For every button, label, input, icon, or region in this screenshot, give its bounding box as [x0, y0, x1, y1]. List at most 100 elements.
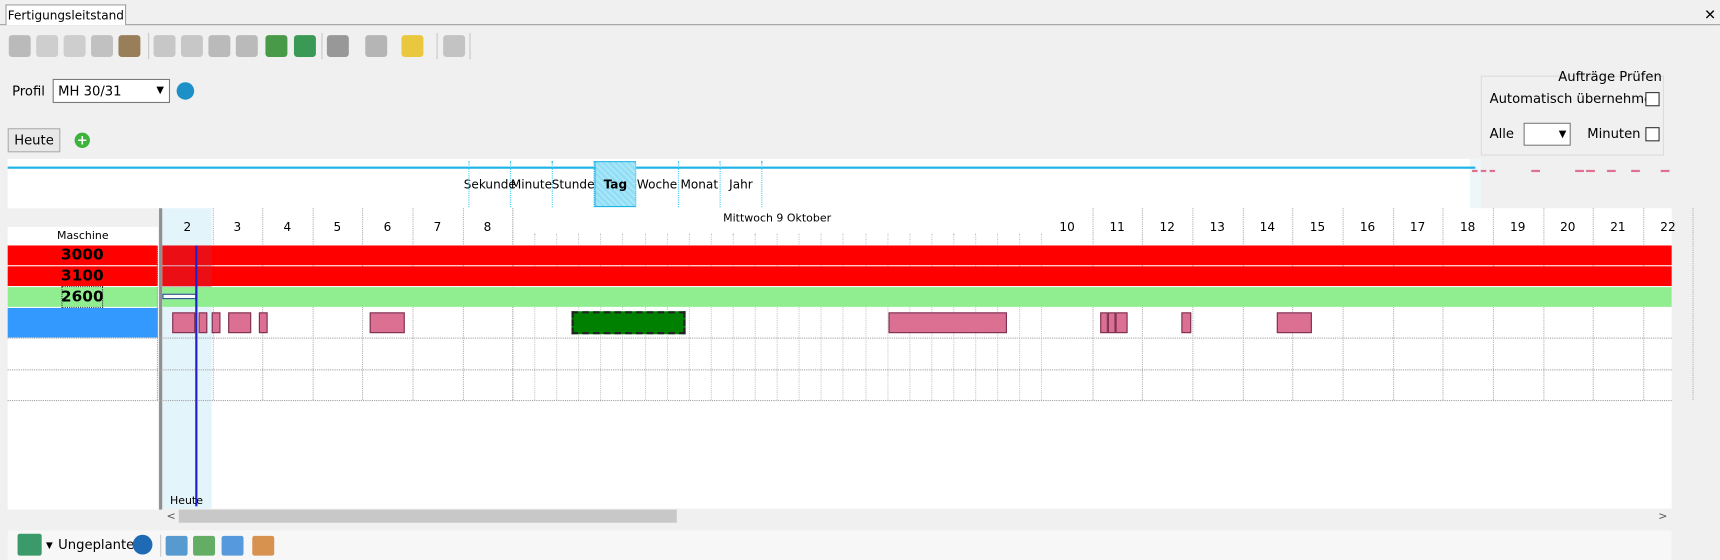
add-icon[interactable]: +	[74, 132, 90, 148]
zoom-mark	[1531, 169, 1541, 173]
hour-line	[776, 233, 778, 401]
refresh-icon[interactable]	[176, 82, 195, 100]
machine-name: 3100	[60, 267, 104, 285]
day-label: 14	[1259, 219, 1276, 234]
today-overlay	[162, 245, 212, 288]
day-label: 3	[233, 219, 242, 234]
day-label: 16	[1359, 219, 1376, 234]
order-block[interactable]	[1107, 312, 1116, 334]
scroll-left[interactable]: <	[166, 510, 176, 523]
order-block[interactable]	[211, 312, 221, 334]
toolbar-icon[interactable]	[180, 35, 203, 57]
order-block[interactable]	[1181, 312, 1192, 334]
toolbar-icon[interactable]	[235, 35, 258, 57]
today-button[interactable]: Heute	[7, 128, 61, 153]
order-block[interactable]	[1115, 312, 1128, 334]
order-block[interactable]	[228, 312, 252, 334]
toolbar-separator	[148, 32, 150, 60]
zoom-level[interactable]: Stunde	[552, 161, 595, 208]
zoom-level[interactable]: Woche	[636, 161, 679, 208]
machine-cell	[7, 266, 158, 287]
minutes-checkbox[interactable]	[1645, 127, 1660, 142]
dropdown-arrow[interactable]: ▼	[45, 539, 53, 550]
machine-cell	[7, 307, 158, 338]
day-label: 2	[183, 219, 192, 234]
zoom-level[interactable]: Sekunde	[464, 161, 516, 208]
auto-checkbox[interactable]	[1645, 92, 1660, 107]
toolbar-icon[interactable]	[265, 35, 288, 57]
toolbar-icon[interactable]	[91, 35, 113, 57]
tab[interactable]: Fertigungsleitstand	[5, 4, 127, 26]
day-column-line	[1692, 208, 1695, 401]
date-header: Mittwoch 9 Oktober	[723, 212, 832, 225]
toolbar-icon[interactable]	[365, 35, 388, 57]
zoom-line	[7, 166, 1476, 169]
zoom-mark	[1575, 169, 1584, 173]
left-divider	[159, 208, 163, 510]
unplanned-icon[interactable]	[17, 533, 42, 556]
toolbar-separator	[436, 32, 438, 60]
all-select[interactable]: ▼	[1523, 122, 1571, 146]
toolbar-icon[interactable]	[443, 35, 466, 57]
toolbar-icon[interactable]	[36, 35, 59, 57]
row-line	[7, 400, 1672, 402]
bottom-icon[interactable]	[252, 535, 275, 556]
order-block[interactable]	[1100, 312, 1108, 334]
hour-line	[534, 233, 536, 401]
zoom-level[interactable]: Minute	[511, 161, 553, 208]
scroll-right[interactable]: >	[1658, 510, 1668, 523]
zoom-level[interactable]: Tag	[594, 161, 637, 208]
day-label: 11	[1109, 219, 1125, 234]
zoom-mark	[1606, 169, 1616, 173]
machine-cell	[7, 287, 158, 307]
order-block[interactable]	[888, 312, 1007, 334]
zoom-level[interactable]: Jahr	[721, 161, 763, 208]
machine-cell	[7, 245, 158, 266]
machine-row	[162, 287, 1672, 307]
toolbar-icon[interactable]	[208, 35, 231, 57]
toolbar-icon[interactable]	[153, 35, 176, 57]
day-label: 8	[483, 219, 492, 234]
machine-header: Maschine	[56, 230, 109, 243]
tab-strip-line	[0, 24, 1720, 26]
profile-select[interactable]: MH 30/31 ▼	[52, 78, 171, 104]
order-block[interactable]	[198, 312, 208, 334]
order-block[interactable]	[258, 312, 268, 334]
day-label: 13	[1209, 219, 1225, 234]
order-block[interactable]	[369, 312, 405, 334]
bottom-icon[interactable]	[221, 535, 244, 556]
toolbar-icon[interactable]	[118, 35, 141, 57]
hour-line	[842, 233, 844, 401]
zoom-level[interactable]: Monat	[679, 161, 721, 208]
toolbar-icon[interactable]	[326, 35, 349, 57]
minutes-label: Minuten	[1587, 126, 1641, 142]
toolbar-icon[interactable]	[8, 35, 31, 57]
toolbar-icon[interactable]	[293, 35, 316, 57]
order-block[interactable]	[1276, 312, 1312, 334]
day-label: 20	[1560, 219, 1576, 234]
day-label: 17	[1409, 219, 1426, 234]
all-label: Alle	[1489, 126, 1515, 142]
toolbar-separator	[469, 32, 471, 60]
zoom-bar-tail	[1469, 158, 1481, 209]
auto-label: Automatisch übernehmen	[1489, 90, 1661, 107]
day-label: 15	[1309, 219, 1326, 234]
row-line	[7, 369, 1672, 371]
order-block[interactable]	[172, 312, 196, 334]
toolbar-icon[interactable]	[63, 35, 86, 57]
day-label: 5	[333, 219, 342, 234]
day-label: 22	[1660, 219, 1676, 234]
scroll-thumb[interactable]	[178, 509, 677, 523]
hour-line	[754, 233, 756, 401]
order-block-selected[interactable]	[571, 311, 686, 335]
toolbar-icon[interactable]	[401, 35, 424, 57]
refresh-icon[interactable]	[132, 534, 153, 555]
zoom-mark	[1586, 169, 1595, 173]
bottom-icon[interactable]	[165, 535, 188, 556]
bottom-icon[interactable]	[193, 535, 215, 556]
close-button[interactable]: ✕	[1704, 7, 1717, 24]
day-label: 12	[1159, 219, 1175, 234]
day-label: 10	[1059, 219, 1075, 234]
